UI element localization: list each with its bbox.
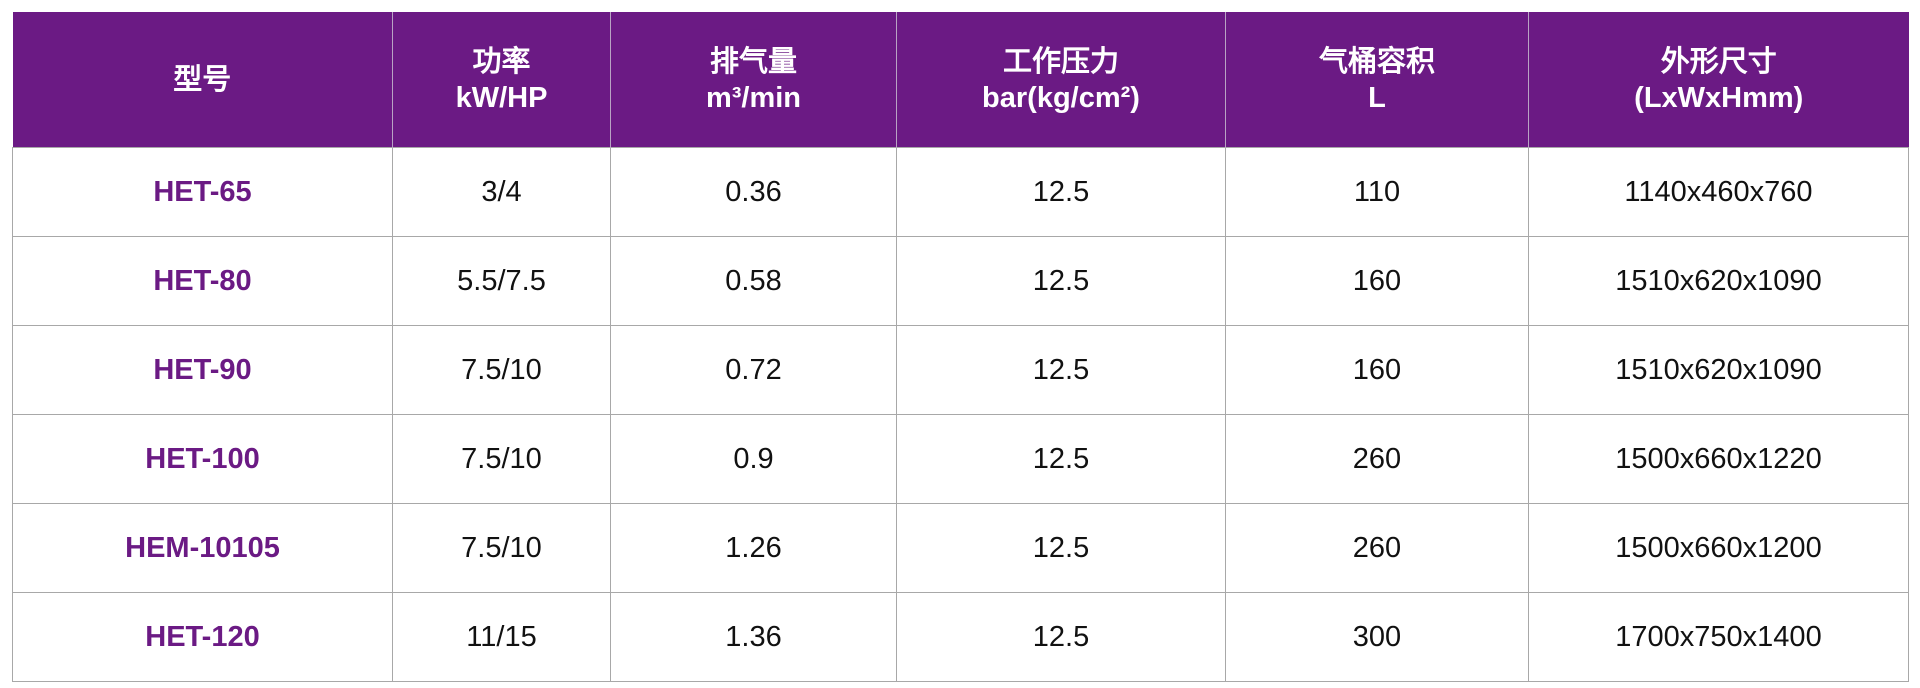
header-power-line2: kW/HP — [455, 81, 548, 114]
header-air-delivery: 排气量 m³/min — [610, 12, 897, 148]
cell-model: HET-65 — [12, 147, 393, 237]
cell-dimensions: 1510x620x1090 — [1528, 325, 1909, 415]
header-working-pressure-line2: bar(kg/cm²) — [982, 81, 1140, 114]
cell-power: 7.5/10 — [392, 503, 611, 593]
header-dimensions-line2: (LxWxHmm) — [1634, 81, 1804, 114]
cell-power: 7.5/10 — [392, 325, 611, 415]
table-row: HET-90 7.5/10 0.72 12.5 160 1510x620x1090 — [12, 325, 1909, 415]
cell-power: 5.5/7.5 — [392, 236, 611, 326]
cell-tank-volume: 160 — [1225, 325, 1529, 415]
cell-power: 11/15 — [392, 592, 611, 682]
cell-air-delivery: 1.26 — [610, 503, 897, 593]
cell-dimensions: 1140x460x760 — [1528, 147, 1909, 237]
table-row: HEM-10105 7.5/10 1.26 12.5 260 1500x660x1200 — [12, 503, 1909, 593]
cell-air-delivery: 1.36 — [610, 592, 897, 682]
cell-tank-volume: 160 — [1225, 236, 1529, 326]
cell-model: HET-90 — [12, 325, 393, 415]
cell-dimensions: 1500x660x1200 — [1528, 503, 1909, 593]
cell-air-delivery: 0.58 — [610, 236, 897, 326]
cell-air-delivery: 0.36 — [610, 147, 897, 237]
cell-air-delivery: 0.9 — [610, 414, 897, 504]
header-working-pressure-line1: 工作压力 — [1002, 45, 1119, 78]
cell-dimensions: 1500x660x1220 — [1528, 414, 1909, 504]
cell-working-pressure: 12.5 — [896, 236, 1226, 326]
cell-working-pressure: 12.5 — [896, 592, 1226, 682]
cell-model: HET-80 — [12, 236, 393, 326]
header-dimensions: 外形尺寸 (LxWxHmm) — [1528, 12, 1909, 148]
header-power-line1: 功率 — [472, 45, 531, 78]
cell-model: HET-100 — [12, 414, 393, 504]
cell-dimensions: 1510x620x1090 — [1528, 236, 1909, 326]
cell-working-pressure: 12.5 — [896, 503, 1226, 593]
header-tank-volume-line2: L — [1368, 81, 1386, 114]
table-body: HET-65 3/4 0.36 12.5 110 1140x460x760 HET-80 5.… — [12, 147, 1909, 682]
table-row: HET-80 5.5/7.5 0.58 12.5 160 1510x620x1090 — [12, 236, 1909, 326]
cell-tank-volume: 260 — [1225, 503, 1529, 593]
cell-model: HEM-10105 — [12, 503, 393, 593]
cell-power: 3/4 — [392, 147, 611, 237]
cell-tank-volume: 110 — [1225, 147, 1529, 237]
header-air-delivery-line2: m³/min — [705, 81, 802, 114]
table-row: HET-120 11/15 1.36 12.5 300 1700x750x1400 — [12, 592, 1909, 682]
cell-dimensions: 1700x750x1400 — [1528, 592, 1909, 682]
header-air-delivery-line1: 排气量 — [709, 45, 797, 78]
header-power: 功率 kW/HP — [392, 12, 611, 148]
header-tank-volume-line1: 气桶容积 — [1318, 45, 1435, 78]
table-row: HET-100 7.5/10 0.9 12.5 260 1500x660x1220 — [12, 414, 1909, 504]
cell-tank-volume: 260 — [1225, 414, 1529, 504]
cell-working-pressure: 12.5 — [896, 414, 1226, 504]
header-row: 型号 功率 kW/HP 排气量 m³/min 工作压力 bar(kg/cm²) 气桶容积 L 外形… — [12, 12, 1909, 148]
cell-model: HET-120 — [12, 592, 393, 682]
cell-air-delivery: 0.72 — [610, 325, 897, 415]
cell-tank-volume: 300 — [1225, 592, 1529, 682]
header-tank-volume: 气桶容积 L — [1225, 12, 1529, 148]
cell-working-pressure: 12.5 — [896, 147, 1226, 237]
header-model: 型号 — [12, 12, 393, 148]
header-model-line1: 型号 — [173, 63, 232, 96]
table-row: HET-65 3/4 0.36 12.5 110 1140x460x760 — [12, 147, 1909, 237]
spec-table: 型号 功率 kW/HP 排气量 m³/min 工作压力 bar(kg/cm²) 气桶容积 L 外形… — [12, 12, 1909, 682]
cell-power: 7.5/10 — [392, 414, 611, 504]
cell-working-pressure: 12.5 — [896, 325, 1226, 415]
header-working-pressure: 工作压力 bar(kg/cm²) — [896, 12, 1226, 148]
header-dimensions-line1: 外形尺寸 — [1660, 45, 1777, 78]
